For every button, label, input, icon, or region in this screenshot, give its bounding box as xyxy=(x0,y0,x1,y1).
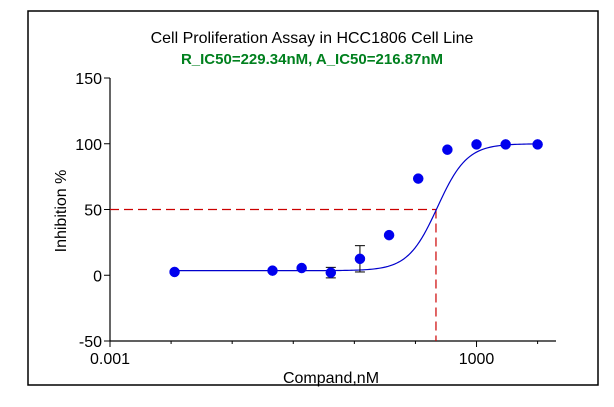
data-point xyxy=(471,139,482,150)
ic50-guide-lines xyxy=(110,208,437,341)
data-point xyxy=(412,173,424,184)
data-point xyxy=(354,253,366,265)
data-point xyxy=(296,262,307,274)
y-tick-label: 150 xyxy=(75,71,102,88)
data-point xyxy=(383,229,395,241)
y-tick-label: -50 xyxy=(79,334,102,351)
tick-labels: -50 0 50 100 150 0.001 1000 xyxy=(75,71,494,368)
fit-curve-group xyxy=(174,143,538,272)
fit-curve xyxy=(174,143,538,272)
y-tick-label: 50 xyxy=(84,203,102,220)
x-tick-label: 0.001 xyxy=(90,351,130,368)
x-tick-label: 1000 xyxy=(459,351,495,368)
data-point xyxy=(325,267,337,278)
x-axis-label: Compand,nM xyxy=(283,370,379,387)
y-tick-label: 0 xyxy=(93,268,102,285)
chart-frame xyxy=(27,10,599,386)
data-point xyxy=(532,139,543,150)
data-point xyxy=(267,265,278,276)
y-axis-label: Inhibition % xyxy=(53,170,70,253)
chart-subtitle: R_IC50=229.34nM, A_IC50=216.87nM xyxy=(181,51,443,68)
data-point xyxy=(169,266,180,278)
data-points xyxy=(169,139,543,278)
data-point xyxy=(442,144,453,155)
y-tick-label: 100 xyxy=(75,137,102,154)
chart-title: Cell Proliferation Assay in HCC1806 Cell… xyxy=(151,30,474,47)
data-point xyxy=(500,139,511,150)
